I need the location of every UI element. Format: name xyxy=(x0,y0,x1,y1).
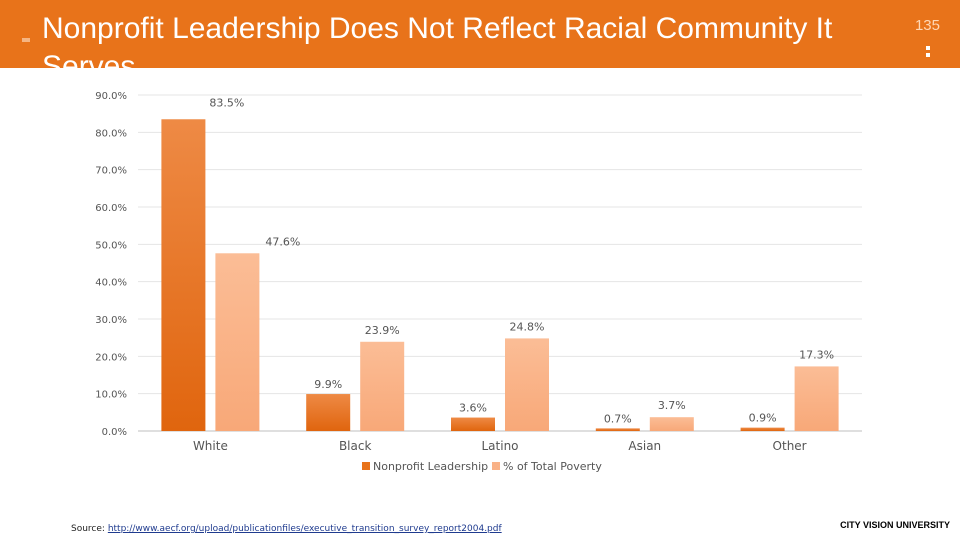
data-label: 23.9% xyxy=(365,324,400,337)
y-tick-label: 50.0% xyxy=(95,240,127,251)
title-bar: Nonprofit Leadership Does Not Reflect Ra… xyxy=(0,0,960,83)
slide-number: 135 xyxy=(914,17,940,34)
source-note: Source: http://www.aecf.org/upload/publi… xyxy=(71,524,502,534)
bar-latino-leadership xyxy=(451,417,495,431)
y-tick-label: 0.0% xyxy=(102,427,127,438)
y-tick-label: 30.0% xyxy=(95,315,127,326)
data-label: 24.8% xyxy=(510,320,545,333)
data-label: 3.7% xyxy=(658,399,686,412)
data-label: 17.3% xyxy=(799,348,834,361)
more-options-icon[interactable] xyxy=(926,46,930,60)
y-tick-label: 40.0% xyxy=(95,278,127,289)
bar-black-leadership xyxy=(306,394,351,431)
source-link[interactable]: http://www.aecf.org/upload/publicationfi… xyxy=(107,524,502,534)
chart-svg: 0.0% 10.0% 20.0% 30.0% 40.0% 50.0% 60.0% 70.0% 8… xyxy=(95,91,862,473)
y-tick-label: 60.0% xyxy=(95,203,127,214)
bar-chart: 0.0% 10.0% 20.0% 30.0% 40.0% 50.0% 60.0% 70.0% 8… xyxy=(0,80,960,490)
brand-logo: CITY VISION UNIVERSITY xyxy=(840,520,950,530)
data-label: 0.9% xyxy=(749,412,777,425)
y-tick-label: 20.0% xyxy=(95,352,127,363)
x-tick-label: White xyxy=(193,439,228,453)
y-tick-label: 10.0% xyxy=(95,390,127,401)
data-label: 0.7% xyxy=(604,412,632,425)
x-tick-label: Black xyxy=(339,439,372,453)
data-label: 47.6% xyxy=(265,235,300,248)
bar-white-poverty xyxy=(215,253,260,431)
bar-asian-leadership xyxy=(595,428,640,431)
data-label: 9.9% xyxy=(314,378,342,391)
bar-black-poverty xyxy=(360,341,405,431)
y-tick-label: 90.0% xyxy=(95,91,127,102)
legend-swatch xyxy=(362,462,370,470)
bar-asian-poverty xyxy=(649,417,694,431)
bar-white-leadership xyxy=(161,119,206,431)
bar-other-leadership xyxy=(740,427,785,431)
y-tick-label: 80.0% xyxy=(95,128,127,139)
source-label: Source: xyxy=(71,524,105,534)
x-tick-label: Asian xyxy=(628,439,661,453)
slide-title: Nonprofit Leadership Does Not Reflect Ra… xyxy=(42,12,833,83)
legend-swatch xyxy=(492,462,500,470)
bar-other-poverty xyxy=(794,366,839,431)
decorative-mark xyxy=(22,38,30,42)
x-tick-label: Latino xyxy=(481,439,518,453)
y-tick-label: 70.0% xyxy=(95,166,127,177)
data-label: 83.5% xyxy=(209,96,244,109)
bar-latino-poverty xyxy=(505,338,549,431)
legend-label: Nonprofit Leadership xyxy=(373,460,488,473)
x-tick-label: Other xyxy=(773,439,807,453)
legend-label: % of Total Poverty xyxy=(503,460,602,473)
data-label: 3.6% xyxy=(459,402,487,415)
